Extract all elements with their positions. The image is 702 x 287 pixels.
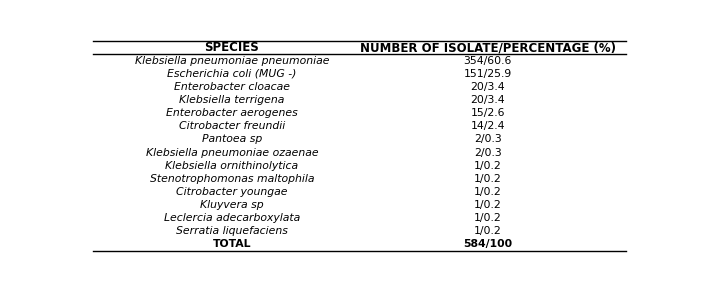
Text: Escherichia coli (MUG -): Escherichia coli (MUG -) (167, 69, 297, 79)
Text: 1/0.2: 1/0.2 (474, 174, 501, 184)
Text: Klebsiella ornithinolytica: Klebsiella ornithinolytica (166, 161, 298, 171)
Text: Citrobacter youngae: Citrobacter youngae (176, 187, 288, 197)
Text: Pantoea sp: Pantoea sp (201, 135, 262, 144)
Text: 1/0.2: 1/0.2 (474, 187, 501, 197)
Text: 1/0.2: 1/0.2 (474, 200, 501, 210)
Text: 584/100: 584/100 (463, 239, 512, 249)
Text: 20/3.4: 20/3.4 (470, 95, 505, 105)
Text: 1/0.2: 1/0.2 (474, 213, 501, 223)
Text: Kluyvera sp: Kluyvera sp (200, 200, 264, 210)
Text: Citrobacter freundii: Citrobacter freundii (179, 121, 285, 131)
Text: 354/60.6: 354/60.6 (463, 56, 512, 66)
Text: Stenotrophomonas maltophila: Stenotrophomonas maltophila (150, 174, 314, 184)
Text: 151/25.9: 151/25.9 (463, 69, 512, 79)
Text: Enterobacter aerogenes: Enterobacter aerogenes (166, 108, 298, 118)
Text: Klebsiella terrigena: Klebsiella terrigena (179, 95, 284, 105)
Text: 1/0.2: 1/0.2 (474, 161, 501, 171)
Text: TOTAL: TOTAL (213, 239, 251, 249)
Text: Klebsiella pneumoniae ozaenae: Klebsiella pneumoniae ozaenae (145, 148, 318, 158)
Text: Klebsiella pneumoniae pneumoniae: Klebsiella pneumoniae pneumoniae (135, 56, 329, 66)
Text: 20/3.4: 20/3.4 (470, 82, 505, 92)
Text: SPECIES: SPECIES (204, 41, 259, 54)
Text: 1/0.2: 1/0.2 (474, 226, 501, 236)
Text: 15/2.6: 15/2.6 (470, 108, 505, 118)
Text: 2/0.3: 2/0.3 (474, 135, 501, 144)
Text: 2/0.3: 2/0.3 (474, 148, 501, 158)
Text: Serratia liquefaciens: Serratia liquefaciens (176, 226, 288, 236)
Text: Leclercia adecarboxylata: Leclercia adecarboxylata (164, 213, 300, 223)
Text: Enterobacter cloacae: Enterobacter cloacae (174, 82, 290, 92)
Text: 14/2.4: 14/2.4 (470, 121, 505, 131)
Text: NUMBER OF ISOLATE/PERCENTAGE (%): NUMBER OF ISOLATE/PERCENTAGE (%) (359, 41, 616, 54)
